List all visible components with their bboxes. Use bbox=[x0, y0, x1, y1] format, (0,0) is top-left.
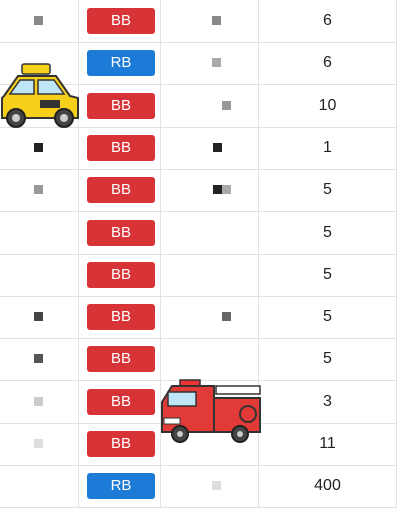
cell bbox=[160, 0, 258, 42]
cell bbox=[160, 253, 258, 296]
icon-placeholder bbox=[222, 185, 231, 195]
cell bbox=[160, 211, 258, 254]
count: 5 bbox=[323, 350, 332, 368]
taxi-illustration bbox=[1, 63, 79, 128]
count: 11 bbox=[319, 435, 336, 452]
icon-placeholder bbox=[212, 58, 221, 68]
badge: RB bbox=[87, 50, 155, 77]
icon-placeholder bbox=[213, 142, 222, 152]
cell: 1 bbox=[258, 126, 397, 169]
badge: BB bbox=[87, 346, 155, 373]
table-row: BB 5 bbox=[0, 253, 397, 297]
cell bbox=[160, 423, 258, 465]
cell: BB bbox=[78, 296, 160, 339]
cell: RB bbox=[78, 465, 160, 508]
cell: BB bbox=[78, 211, 160, 254]
cell: BB bbox=[78, 253, 160, 296]
table-row: BB 5 bbox=[0, 211, 397, 255]
count: 10 bbox=[318, 96, 337, 114]
count: 5 bbox=[323, 308, 332, 326]
fire-truck-illustration bbox=[161, 379, 261, 443]
cell bbox=[0, 212, 78, 254]
count: 400 bbox=[314, 477, 341, 495]
cell: 6 bbox=[258, 42, 397, 85]
cell: BB bbox=[78, 423, 160, 465]
cell: 6 bbox=[258, 0, 397, 42]
icon-placeholder bbox=[34, 312, 43, 322]
cell: BB bbox=[78, 338, 160, 381]
cell bbox=[0, 465, 78, 507]
badge: BB bbox=[87, 8, 155, 34]
cell: RB bbox=[78, 42, 160, 85]
badge: BB bbox=[87, 134, 155, 161]
cell bbox=[160, 380, 258, 423]
cell: BB bbox=[78, 84, 160, 127]
cell bbox=[160, 126, 258, 169]
cell bbox=[160, 465, 258, 508]
table-row: BB 5 bbox=[0, 338, 397, 382]
table-row: BB 11 bbox=[0, 423, 397, 466]
icon-placeholder bbox=[34, 185, 43, 195]
icon-placeholder bbox=[222, 100, 231, 110]
icon-placeholder bbox=[34, 354, 43, 364]
badge: BB bbox=[87, 219, 155, 246]
cell: 10 bbox=[258, 84, 397, 127]
cell bbox=[0, 254, 78, 296]
cell: 3 bbox=[258, 380, 397, 423]
icon-placeholder bbox=[212, 481, 221, 491]
cell: 5 bbox=[258, 296, 397, 339]
cell: 5 bbox=[258, 211, 397, 254]
badge: BB bbox=[87, 177, 155, 204]
table-row: RB 400 bbox=[0, 465, 397, 509]
badge: BB bbox=[87, 431, 155, 457]
icon-placeholder bbox=[34, 439, 43, 448]
icon-placeholder bbox=[222, 312, 231, 322]
icon-placeholder bbox=[34, 396, 43, 406]
icon-placeholder bbox=[213, 185, 222, 195]
count: 3 bbox=[323, 392, 332, 410]
icon-placeholder bbox=[34, 16, 43, 25]
cell bbox=[160, 84, 258, 127]
cell: BB bbox=[78, 126, 160, 169]
cell bbox=[160, 338, 258, 381]
cell bbox=[160, 296, 258, 339]
icon-placeholder bbox=[212, 16, 221, 25]
cell: 5 bbox=[258, 169, 397, 212]
count: 5 bbox=[323, 265, 332, 283]
badge: BB bbox=[87, 92, 155, 119]
table-row: BB 6 bbox=[0, 0, 397, 43]
cell bbox=[160, 169, 258, 212]
count: 6 bbox=[323, 54, 332, 72]
cell: BB bbox=[78, 169, 160, 212]
table-row: BB 1 bbox=[0, 126, 397, 170]
count: 1 bbox=[323, 138, 332, 156]
badge: BB bbox=[87, 388, 155, 415]
table-row: BB 5 bbox=[0, 169, 397, 213]
cell: BB bbox=[78, 0, 160, 42]
cell: 400 bbox=[258, 465, 397, 508]
badge: BB bbox=[87, 261, 155, 288]
cell bbox=[160, 42, 258, 85]
cell: BB bbox=[78, 380, 160, 423]
table-row: BB 5 bbox=[0, 296, 397, 340]
count: 5 bbox=[323, 181, 332, 199]
count: 5 bbox=[323, 223, 332, 241]
table-row: BB 10 bbox=[0, 84, 397, 128]
count: 6 bbox=[323, 12, 332, 29]
cell: 5 bbox=[258, 338, 397, 381]
badge: BB bbox=[87, 304, 155, 331]
table-row: RB 6 bbox=[0, 42, 397, 86]
icon-placeholder bbox=[34, 142, 43, 152]
cell: 11 bbox=[258, 423, 397, 465]
cell: 5 bbox=[258, 253, 397, 296]
badge: RB bbox=[87, 473, 155, 500]
